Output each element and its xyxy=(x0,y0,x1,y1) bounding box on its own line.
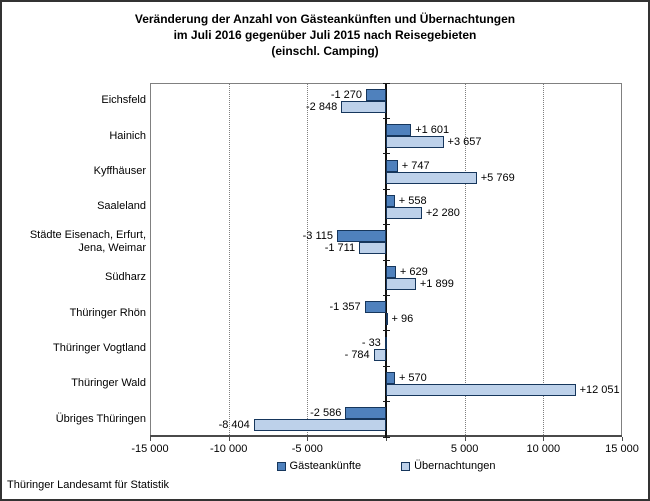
legend-label-uebernachtungen: Übernachtungen xyxy=(414,460,496,472)
bar-value-label: - 33 xyxy=(361,336,381,349)
bar-value-label: +2 280 xyxy=(425,206,460,219)
bar-gaesteankuenfte xyxy=(366,88,386,101)
category-label: Kyffhäuser xyxy=(93,164,146,177)
category-label: Hainich xyxy=(109,129,146,142)
x-tick-label: -10 000 xyxy=(210,443,248,455)
category-label: Thüringer Vogtland xyxy=(53,341,146,354)
category-axis-tick xyxy=(382,365,390,367)
bar-gaesteankuenfte xyxy=(386,159,398,172)
bar-gaesteankuenfte xyxy=(384,336,387,349)
category-axis-tick xyxy=(382,188,390,190)
category-axis-tick xyxy=(382,82,390,84)
chart-title-line-1: Veränderung der Anzahl von Gästeankünfte… xyxy=(134,12,516,26)
x-tick-label: -15 000 xyxy=(131,443,169,455)
category-label: Städte Eisenach, Erfurt, Jena, Weimar xyxy=(29,229,146,255)
x-axis-tick xyxy=(228,437,230,441)
bar-value-label: -1 711 xyxy=(324,242,356,255)
x-axis-tick xyxy=(307,437,309,441)
bar-uebernachtungen xyxy=(386,277,416,290)
bar-value-label: + 570 xyxy=(398,371,427,384)
bar-gaesteankuenfte xyxy=(386,194,395,207)
legend-item-gaesteankuenfte: Gästeankünfte xyxy=(276,460,362,472)
bar-value-label: +1 899 xyxy=(419,277,454,290)
bar-uebernachtungen xyxy=(386,383,576,396)
category-axis-tick xyxy=(382,330,390,332)
x-axis-tick xyxy=(622,437,623,441)
bar-value-label: +1 601 xyxy=(415,124,450,137)
gridline xyxy=(543,83,545,437)
bar-value-label: -8 404 xyxy=(218,419,250,432)
legend-marker-uebernachtungen-icon xyxy=(401,461,411,471)
gridline xyxy=(307,83,309,437)
bar-value-label: +3 657 xyxy=(447,136,482,149)
bar-uebernachtungen xyxy=(386,206,422,219)
bar-uebernachtungen xyxy=(359,242,386,255)
x-tick-label: 5 000 xyxy=(450,443,479,455)
bar-value-label: - 784 xyxy=(344,348,370,361)
category-label: Übriges Thüringen xyxy=(55,412,146,425)
bar-value-label: + 558 xyxy=(398,194,427,207)
legend-marker-gaesteankuenfte-icon xyxy=(276,461,286,471)
bar-value-label: +12 051 xyxy=(579,383,620,396)
source-note: Thüringer Landesamt für Statistik xyxy=(7,479,170,491)
legend-label-gaesteankuenfte: Gästeankünfte xyxy=(289,460,362,472)
category-axis-tick xyxy=(382,224,390,226)
bar-gaesteankuenfte xyxy=(336,230,386,243)
x-tick-label: 10 000 xyxy=(526,443,561,455)
category-axis-tick xyxy=(382,259,390,261)
bar-gaesteankuenfte xyxy=(345,407,386,420)
legend: Gästeankünfte Übernachtungen xyxy=(150,460,622,472)
x-axis-tick xyxy=(464,437,466,441)
bar-uebernachtungen xyxy=(386,136,444,149)
bar-uebernachtungen xyxy=(373,348,386,361)
category-label: Südharz xyxy=(105,271,146,284)
gridline xyxy=(464,83,466,437)
legend-item-uebernachtungen: Übernachtungen xyxy=(401,460,495,472)
bar-gaesteankuenfte xyxy=(364,301,386,314)
category-label: Saaleland xyxy=(97,200,146,213)
category-axis-tick xyxy=(382,294,390,296)
bar-uebernachtungen xyxy=(386,313,388,326)
x-tick-label: -5 000 xyxy=(291,443,323,455)
bar-uebernachtungen xyxy=(341,100,386,113)
bar-value-label: + 747 xyxy=(401,159,430,172)
bar-uebernachtungen xyxy=(386,171,477,184)
bar-uebernachtungen xyxy=(253,419,386,432)
category-label: Thüringer Wald xyxy=(71,377,146,390)
x-axis-tick xyxy=(386,437,387,441)
bar-value-label: +5 769 xyxy=(480,171,515,184)
bar-value-label: + 96 xyxy=(391,313,414,326)
category-label: Eichsfeld xyxy=(101,94,146,107)
category-label: Thüringer Rhön xyxy=(69,306,146,319)
bar-value-label: + 629 xyxy=(399,265,428,278)
bar-value-label: -1 357 xyxy=(329,301,361,314)
x-axis-tick xyxy=(543,437,545,441)
chart-title: Veränderung der Anzahl von Gästeankünfte… xyxy=(0,11,650,59)
category-axis-tick xyxy=(382,401,390,403)
bar-gaesteankuenfte xyxy=(386,124,412,137)
x-axis-tick xyxy=(150,437,151,441)
bar-value-label: -2 848 xyxy=(306,100,338,113)
category-axis-tick xyxy=(382,153,390,155)
x-tick-label: 15 000 xyxy=(605,443,639,455)
bar-gaesteankuenfte xyxy=(386,265,396,278)
category-axis-tick xyxy=(382,117,390,119)
chart-title-line-2: im Juli 2016 gegenüber Juli 2015 nach Re… xyxy=(173,28,477,42)
bar-value-label: -1 270 xyxy=(330,88,363,101)
bar-gaesteankuenfte xyxy=(386,371,395,384)
chart-title-line-3: (einschl. Camping) xyxy=(271,44,379,58)
category-axis-tick xyxy=(382,436,390,438)
bar-value-label: -3 115 xyxy=(302,230,333,243)
gridline xyxy=(228,83,230,437)
bar-value-label: -2 586 xyxy=(310,407,342,420)
